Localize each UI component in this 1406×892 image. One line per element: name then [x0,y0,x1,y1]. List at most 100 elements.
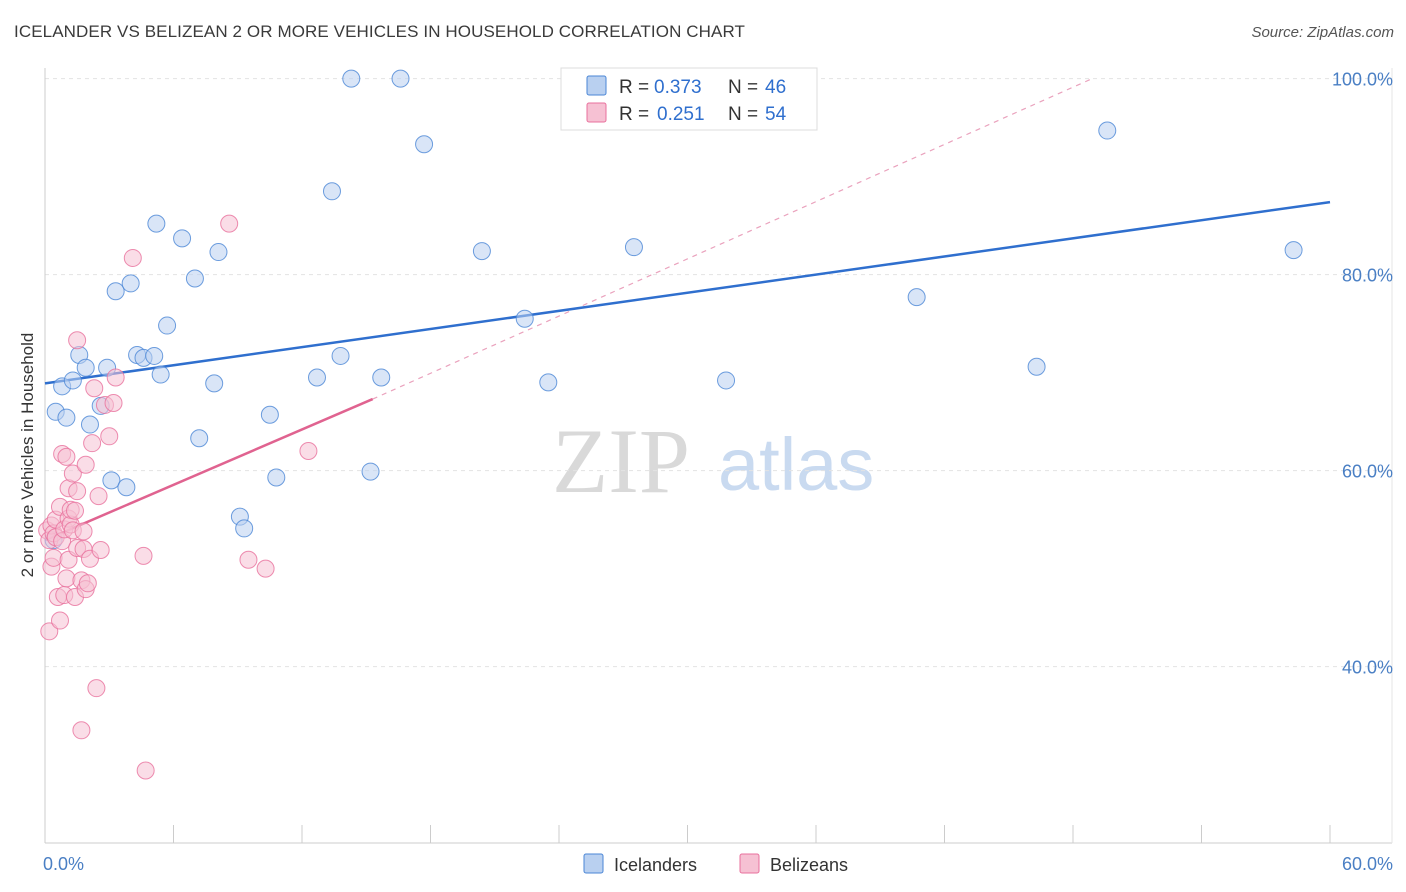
watermark: ZIP atlas [552,410,874,512]
series-legend-swatch-icelanders [583,853,604,874]
point-icelanders-27 [267,468,286,487]
series-legend-label-belizeans: Belizeans [770,855,848,875]
point-icelanders-28 [307,368,326,387]
point-icelanders-12 [121,274,140,293]
point-icelanders-38 [539,373,558,392]
x-tick-label-1: 60.0% [1342,854,1393,874]
trend-lines [44,78,1331,542]
y-tick-label-100: 100.0% [1332,70,1393,90]
point-icelanders-23 [209,243,228,262]
point-icelanders-15 [145,346,164,365]
point-icelanders-21 [190,429,209,448]
axes [44,68,1393,844]
point-belizeans-38 [83,434,102,453]
series-legend: Icelanders Belizeans [583,853,848,875]
point-belizeans-46 [106,368,125,387]
point-belizeans-36 [78,574,97,593]
series-legend-label-icelanders: Icelanders [614,855,697,875]
legend-r-value-belizeans: 0.251 [657,104,705,125]
point-icelanders-34 [391,69,410,88]
point-icelanders-39 [624,238,643,257]
point-belizeans-48 [134,546,153,565]
point-icelanders-44 [1284,241,1303,260]
x-tick-label-0: 0.0% [43,854,84,874]
legend-swatch-belizeans [586,102,607,123]
point-icelanders-10 [106,282,125,301]
legend-n-label-icelanders: N = [728,77,758,98]
point-icelanders-32 [361,462,380,481]
point-belizeans-41 [89,487,108,506]
point-icelanders-2 [57,408,76,427]
point-icelanders-26 [260,405,279,424]
point-icelanders-31 [342,69,361,88]
trend-line-belizeans [44,397,374,542]
point-belizeans-16 [57,569,76,588]
point-belizeans-1 [40,622,59,641]
point-icelanders-18 [158,316,177,335]
point-icelanders-40 [717,371,736,390]
point-icelanders-42 [1027,357,1046,376]
point-icelanders-19 [173,229,192,248]
point-belizeans-32 [74,522,93,541]
legend-r-label-belizeans: R = [619,104,649,125]
trend-extension-belizeans [372,78,1093,400]
watermark-atlas: atlas [718,423,874,506]
watermark-zip: ZIP [552,410,690,512]
point-belizeans-51 [239,550,258,569]
legend-swatch-icelanders [586,75,607,96]
legend-r-value-icelanders: 0.373 [654,77,702,98]
point-belizeans-25 [65,501,84,520]
legend-n-label-belizeans: N = [728,104,758,125]
point-belizeans-10 [50,611,69,630]
point-icelanders-35 [415,135,434,154]
y-axis-label: 2 or more Vehicles in Household [18,333,37,578]
tick-labels: 40.0% 60.0% 80.0% 100.0% 0.0% 60.0% [43,70,1393,874]
point-icelanders-3 [63,371,82,390]
legend-r-label-icelanders: R = [619,77,649,98]
series-legend-swatch-belizeans [739,853,760,874]
legend-n-value-belizeans: 54 [765,104,787,125]
data-points [38,69,1303,780]
point-belizeans-52 [256,559,275,578]
y-tick-label-80: 80.0% [1342,266,1393,286]
y-tick-label-60: 60.0% [1342,462,1393,482]
point-icelanders-36 [472,242,491,261]
point-belizeans-50 [220,214,239,233]
point-belizeans-44 [100,427,119,446]
legend-n-value-icelanders: 46 [765,77,786,98]
point-belizeans-34 [76,455,95,474]
point-belizeans-29 [68,331,87,350]
point-belizeans-23 [63,464,82,483]
point-belizeans-47 [123,248,142,267]
stats-legend: R = 0.373 N = 46 R = 0.251 N = 54 [560,67,818,131]
point-belizeans-30 [72,721,91,740]
point-icelanders-30 [331,346,350,365]
gridlines [45,78,1392,668]
point-icelanders-37 [515,309,534,328]
point-belizeans-45 [104,393,123,412]
point-icelanders-17 [151,365,170,384]
point-icelanders-41 [907,288,926,307]
point-belizeans-42 [91,540,110,559]
point-icelanders-29 [322,182,341,201]
point-icelanders-33 [372,368,391,387]
point-icelanders-16 [147,214,166,233]
point-icelanders-25 [235,519,254,538]
point-belizeans-40 [87,679,106,698]
trend-line-icelanders [44,200,1331,385]
point-belizeans-17 [57,447,76,466]
point-icelanders-20 [185,269,204,288]
point-icelanders-6 [80,415,99,434]
chart-title: ICELANDER VS BELIZEAN 2 OR MORE VEHICLES… [14,22,746,41]
point-belizeans-39 [85,379,104,398]
point-icelanders-43 [1098,121,1117,140]
source-credit: Source: ZipAtlas.com [1251,24,1394,41]
point-icelanders-5 [76,358,95,377]
y-tick-label-40: 40.0% [1342,658,1393,678]
point-belizeans-53 [299,442,318,460]
point-belizeans-27 [68,482,87,501]
point-icelanders-22 [205,374,224,393]
point-belizeans-49 [136,761,155,780]
point-icelanders-11 [117,478,136,497]
